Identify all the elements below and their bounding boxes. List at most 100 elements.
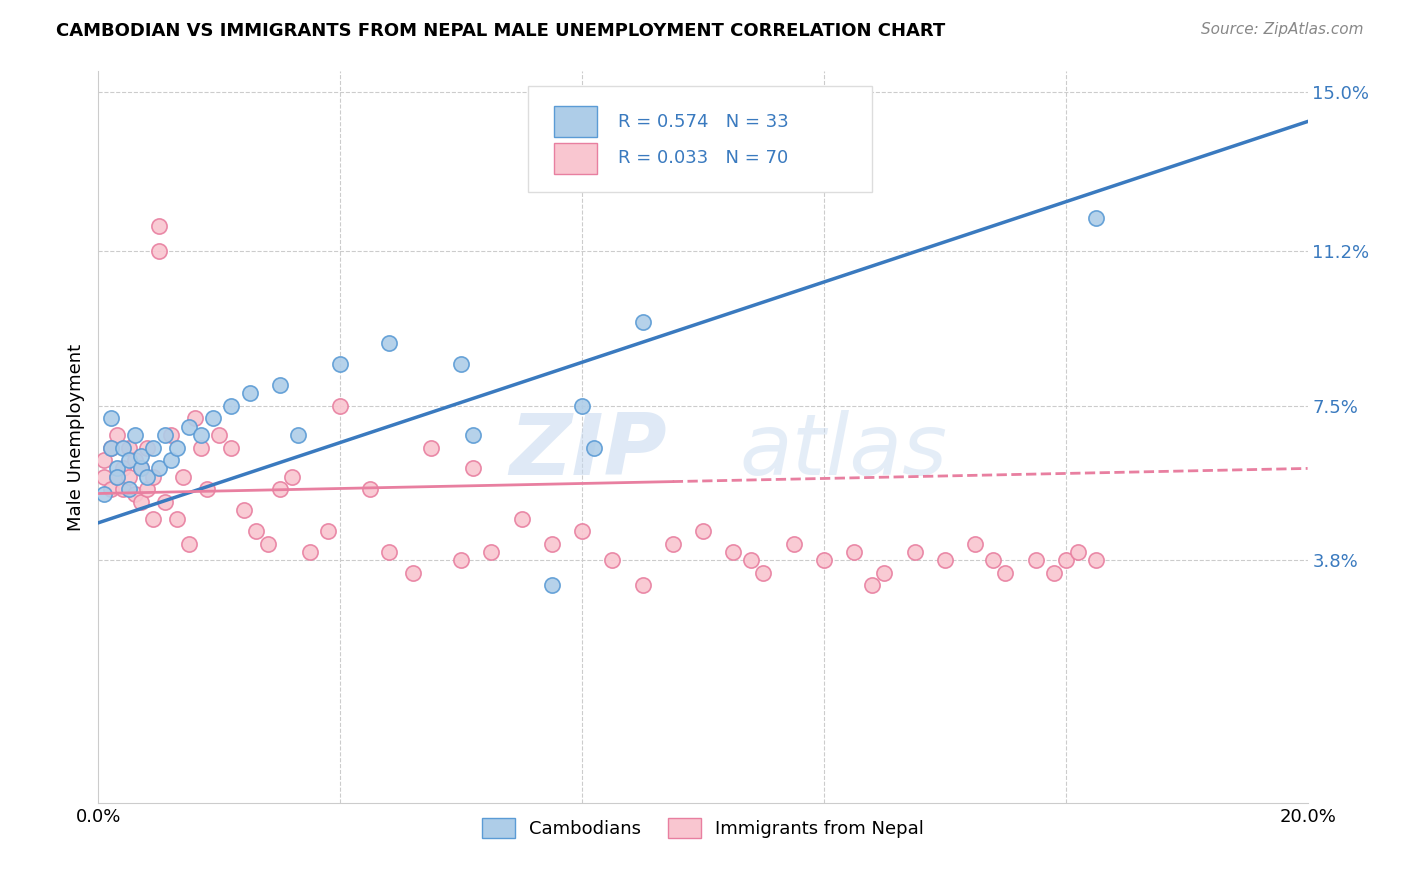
Text: atlas: atlas (740, 410, 948, 493)
Point (184, 411, 207, 425)
Point (740, 553, 762, 567)
Point (105, 428, 128, 442)
Legend: Cambodians, Immigrants from Nepal: Cambodians, Immigrants from Nepal (475, 811, 931, 845)
Point (844, 545, 866, 559)
Point (463, 461, 485, 475)
Point (692, 524, 714, 538)
Point (142, 441, 165, 455)
Point (153, 428, 176, 442)
Point (129, 461, 152, 475)
Point (1054, 553, 1077, 567)
Point (481, 545, 503, 559)
FancyBboxPatch shape (527, 86, 872, 192)
Point (783, 536, 806, 550)
Point (135, 441, 157, 455)
Point (281, 470, 304, 484)
Point (287, 428, 309, 442)
Text: R = 0.574   N = 33: R = 0.574 N = 33 (619, 112, 789, 131)
Point (239, 386, 262, 401)
Point (269, 377, 291, 392)
Point (124, 428, 146, 442)
Point (179, 419, 201, 434)
Point (202, 411, 225, 425)
Point (172, 470, 194, 484)
Point (93, 486, 115, 500)
Point (135, 483, 157, 497)
Point (316, 524, 339, 538)
Point (129, 461, 152, 475)
Point (153, 495, 176, 509)
Point (148, 219, 170, 233)
Point (571, 524, 593, 538)
Point (463, 428, 485, 442)
Point (118, 483, 141, 497)
Point (221, 399, 243, 413)
Point (245, 524, 267, 538)
Point (190, 428, 212, 442)
Point (631, 578, 654, 592)
Point (100, 411, 122, 425)
Point (232, 503, 254, 517)
Point (723, 545, 745, 559)
Point (934, 553, 956, 567)
Point (420, 441, 443, 455)
Point (105, 470, 128, 484)
Point (813, 553, 835, 567)
Point (256, 536, 278, 550)
Point (377, 336, 399, 351)
Point (602, 553, 624, 567)
Point (148, 244, 170, 258)
Point (1067, 545, 1090, 559)
Point (142, 511, 165, 525)
Point (100, 441, 122, 455)
Point (510, 511, 533, 525)
Point (118, 453, 141, 467)
Point (571, 399, 593, 413)
Text: ZIP: ZIP (509, 410, 666, 493)
Point (124, 486, 146, 500)
Point (360, 483, 382, 497)
Point (100, 483, 122, 497)
Point (994, 566, 1017, 580)
Point (904, 545, 927, 559)
Point (661, 536, 683, 550)
Point (166, 511, 188, 525)
Point (105, 461, 128, 475)
Point (118, 441, 141, 455)
Point (873, 566, 896, 580)
FancyBboxPatch shape (554, 143, 596, 174)
Point (631, 315, 654, 329)
Point (105, 470, 128, 484)
Point (160, 428, 183, 442)
Point (129, 449, 152, 463)
Text: CAMBODIAN VS IMMIGRANTS FROM NEPAL MALE UNEMPLOYMENT CORRELATION CHART: CAMBODIAN VS IMMIGRANTS FROM NEPAL MALE … (56, 22, 945, 40)
Point (860, 578, 883, 592)
Point (329, 357, 352, 371)
Point (93, 453, 115, 467)
Point (450, 553, 472, 567)
Point (965, 536, 987, 550)
Point (100, 441, 122, 455)
Point (450, 357, 472, 371)
Point (160, 453, 183, 467)
Point (148, 461, 170, 475)
Point (329, 399, 352, 413)
Point (118, 470, 141, 484)
Point (166, 441, 188, 455)
Text: R = 0.033   N = 70: R = 0.033 N = 70 (619, 149, 789, 168)
Point (124, 453, 146, 467)
Point (1085, 211, 1108, 225)
Point (981, 553, 1004, 567)
FancyBboxPatch shape (554, 106, 596, 137)
Point (208, 428, 231, 442)
Point (1042, 566, 1064, 580)
Point (377, 545, 399, 559)
Point (540, 578, 562, 592)
Point (402, 566, 425, 580)
Point (1085, 553, 1108, 567)
Point (135, 470, 157, 484)
Point (190, 441, 212, 455)
Point (179, 536, 201, 550)
Point (752, 566, 775, 580)
Point (93, 470, 115, 484)
